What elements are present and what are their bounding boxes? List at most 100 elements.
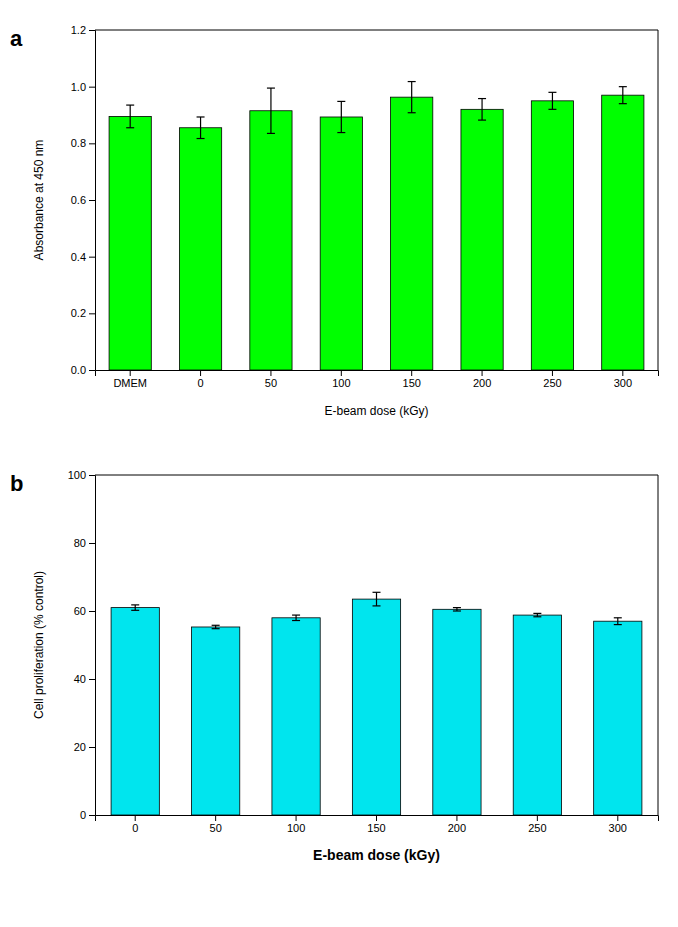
y-tick: 0 (80, 809, 95, 821)
tick-mark (341, 370, 342, 376)
plot-area (111, 592, 642, 815)
tick-label: 1.2 (71, 24, 86, 36)
error-bar (453, 608, 461, 611)
bar (513, 615, 561, 815)
error-bar-cap (337, 132, 345, 133)
error-bar-cap (614, 624, 622, 625)
bar (192, 627, 240, 815)
x-tick: 300 (609, 815, 627, 834)
tick-mark (89, 200, 95, 201)
tick-label: 300 (614, 377, 632, 389)
error-bar (337, 101, 345, 132)
error-bar-cap (267, 87, 275, 88)
frame-line (658, 475, 659, 815)
error-bar-stem (411, 82, 412, 113)
tick-mark (89, 815, 95, 816)
error-bar (267, 88, 275, 133)
tick-mark (89, 747, 95, 748)
error-bar-cap (292, 614, 300, 615)
bar (111, 608, 159, 815)
error-bar-cap (619, 86, 627, 87)
x-tick: 200 (448, 815, 466, 834)
tick-mark (89, 543, 95, 544)
y-axis: 0 20 40 60 80 100 (68, 469, 96, 821)
bar (320, 117, 362, 370)
tick-label: 80 (74, 537, 86, 549)
panel: 0 20 40 60 80 1000 50 100 150 200 250 300 E-beam dos… (32, 469, 659, 863)
tick-mark (456, 815, 457, 821)
tick-mark (376, 815, 377, 821)
bar (179, 128, 221, 370)
tick-label: 40 (74, 673, 86, 685)
axis-domain (89, 476, 96, 816)
bar (391, 97, 433, 370)
tick-mark (89, 679, 95, 680)
tick-label: 50 (210, 822, 222, 834)
tick-mark (89, 475, 95, 476)
tick-mark (89, 313, 95, 314)
tick-mark (89, 370, 95, 371)
error-bar-stem (130, 105, 131, 128)
tick-mark (200, 370, 201, 376)
tick-label: 150 (367, 822, 385, 834)
tick-mark (296, 815, 297, 821)
x-axis-title: E-beam dose (kGy) (313, 847, 440, 863)
error-bar-cap (292, 620, 300, 621)
x-tick: 100 (287, 815, 305, 834)
error-bar-cap (131, 604, 139, 605)
error-bar-cap (548, 109, 556, 110)
error-bar-cap (212, 625, 220, 626)
x-tick: 300 (614, 370, 632, 389)
error-bar-cap (619, 103, 627, 104)
error-bar-stem (270, 88, 271, 133)
y-tick: 60 (74, 605, 95, 617)
x-tick: 150 (367, 815, 385, 834)
bar (109, 116, 151, 370)
error-bar (212, 625, 220, 628)
tick-label: 200 (448, 822, 466, 834)
y-tick: 0.6 (71, 194, 95, 206)
error-bar-cap (478, 98, 486, 99)
bar (272, 618, 320, 815)
error-bar (614, 618, 622, 625)
axis-domain (96, 371, 659, 377)
bar (594, 621, 642, 815)
axis-domain (96, 816, 659, 822)
error-bar-stem (295, 615, 296, 620)
error-bar (292, 615, 300, 620)
tick-label: 20 (74, 741, 86, 753)
error-bar-cap (548, 92, 556, 93)
x-tick: 50 (265, 370, 277, 389)
y-tick: 1.2 (71, 24, 95, 36)
y-tick: 100 (68, 469, 95, 481)
axis-domain (89, 31, 96, 371)
error-bar-cap (533, 613, 541, 614)
error-bar-cap (131, 610, 139, 611)
error-bar (126, 105, 134, 128)
tick-label: 60 (74, 605, 86, 617)
error-bar-cap (267, 133, 275, 134)
tick-label: 300 (609, 822, 627, 834)
error-bar-cap (197, 138, 205, 139)
x-tick: 200 (473, 370, 491, 389)
error-bar-stem (341, 101, 342, 132)
tick-label: 250 (528, 822, 546, 834)
tick-label: 1.0 (71, 81, 86, 93)
tick-mark (552, 370, 553, 376)
tick-mark (411, 370, 412, 376)
error-bar-cap (337, 101, 345, 102)
error-bar-cap (126, 127, 134, 128)
error-bar-cap (478, 119, 486, 120)
error-bar-cap (126, 104, 134, 105)
x-tick: 250 (528, 815, 546, 834)
frame-line (95, 30, 658, 31)
x-tick: DMEM (113, 370, 147, 389)
y-tick: 80 (74, 537, 95, 549)
x-axis: 050100150200250300 (96, 815, 659, 834)
bar (602, 95, 644, 370)
x-axis-title: E-beam dose (kGy) (324, 404, 428, 418)
y-tick: 40 (74, 673, 95, 685)
tick-label: 0.2 (71, 307, 86, 319)
bar (352, 599, 400, 815)
error-bar-cap (614, 617, 622, 618)
